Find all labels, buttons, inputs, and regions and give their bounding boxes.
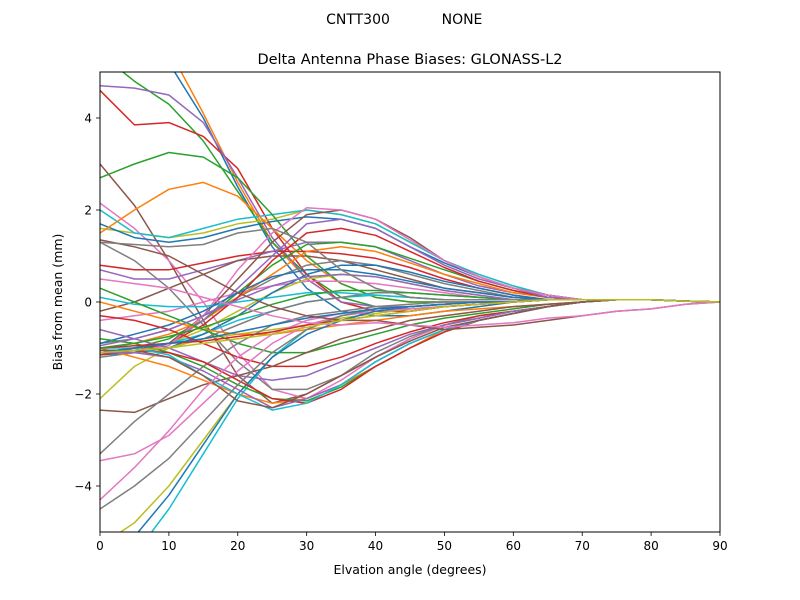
x-tick-label: 60 bbox=[506, 539, 521, 553]
chart-title: Delta Antenna Phase Biases: GLONASS-L2 bbox=[257, 52, 562, 68]
suptitle-right: NONE bbox=[442, 12, 483, 28]
series-line-s55 bbox=[100, 278, 720, 329]
suptitle-left: CNTT300 bbox=[326, 12, 390, 28]
x-tick-label: 10 bbox=[161, 539, 176, 553]
series-layer bbox=[100, 72, 720, 532]
x-axis-label: Elvation angle (degrees) bbox=[333, 562, 486, 577]
x-tick-label: 20 bbox=[230, 539, 245, 553]
x-tick-label: 40 bbox=[368, 539, 383, 553]
y-tick-label: 4 bbox=[84, 112, 92, 126]
y-tick-label: 2 bbox=[84, 204, 92, 218]
y-tick-label: 0 bbox=[84, 296, 92, 310]
x-tick-label: 70 bbox=[575, 539, 590, 553]
x-tick-label: 30 bbox=[299, 539, 314, 553]
x-tick-label: 80 bbox=[643, 539, 658, 553]
y-axis: −4 −2 0 2 4 bbox=[74, 112, 100, 494]
x-tick-label: 50 bbox=[437, 539, 452, 553]
y-tick-label: −2 bbox=[74, 388, 92, 402]
x-axis: 0 10 20 30 40 50 60 70 80 90 bbox=[96, 532, 728, 553]
x-tick-label: 0 bbox=[96, 539, 104, 553]
y-axis-label: Bias from mean (mm) bbox=[50, 234, 65, 371]
y-tick-label: −4 bbox=[74, 480, 92, 494]
series-line-s57 bbox=[100, 298, 720, 354]
x-tick-label: 90 bbox=[712, 539, 727, 553]
